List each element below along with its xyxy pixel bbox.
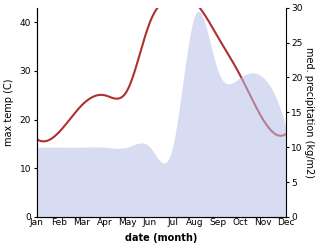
Y-axis label: max temp (C): max temp (C): [4, 79, 14, 146]
Y-axis label: med. precipitation (kg/m2): med. precipitation (kg/m2): [304, 47, 314, 178]
X-axis label: date (month): date (month): [125, 233, 197, 243]
